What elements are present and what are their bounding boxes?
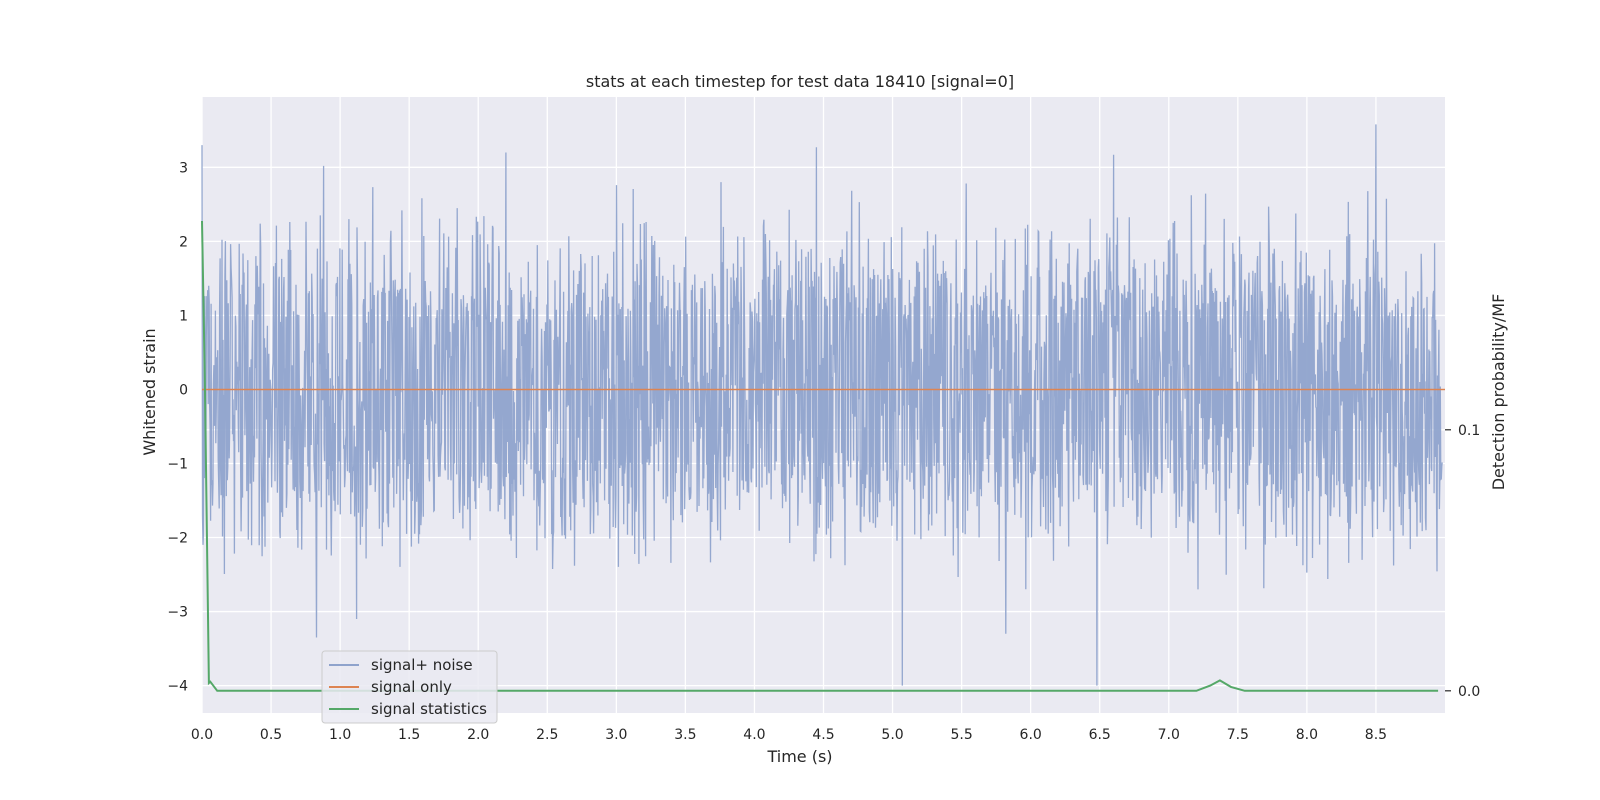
- chart-title: stats at each timestep for test data 184…: [586, 72, 1014, 91]
- x-tick-label: 0.0: [191, 727, 213, 743]
- y-tick-label: 3: [179, 160, 188, 176]
- x-tick-label: 8.0: [1296, 727, 1318, 743]
- x-tick-label: 6.0: [1020, 727, 1042, 743]
- x-tick-label: 1.5: [398, 727, 420, 743]
- legend: signal+ noise signal only signal statist…: [321, 650, 498, 724]
- series-line-signal-statistics: [201, 220, 1439, 692]
- x-tick-label: 3.5: [674, 727, 696, 743]
- x-tick-label: 1.0: [329, 727, 351, 743]
- x-tick-label: 8.5: [1365, 727, 1387, 743]
- y-tick-label: −2: [167, 531, 188, 547]
- y-tick-label: 2: [179, 234, 188, 250]
- x-tick-label: 6.5: [1089, 727, 1111, 743]
- x-tick-label: 7.0: [1158, 727, 1180, 743]
- x-tick-label: 3.0: [605, 727, 627, 743]
- x-tick-label: 5.0: [881, 727, 903, 743]
- y2-axis-label: Detection probability/MF: [1489, 294, 1508, 491]
- y2-tick-label: 0.1: [1458, 423, 1480, 439]
- y-axis-label: Whitened strain: [140, 328, 159, 455]
- y-tick-label: −1: [167, 456, 188, 472]
- y2-tick-label: 0.0: [1458, 684, 1480, 700]
- y-tick-label: −4: [167, 679, 188, 695]
- series-line-signal-plus-noise: [201, 124, 1443, 686]
- x-tick-label: 2.0: [467, 727, 489, 743]
- x-tick-label: 7.5: [1227, 727, 1249, 743]
- x-tick-label: 5.5: [950, 727, 972, 743]
- x-tick-label: 0.5: [260, 727, 282, 743]
- x-tick-label: 2.5: [536, 727, 558, 743]
- x-tick-label: 4.5: [812, 727, 834, 743]
- y-tick-label: −3: [167, 605, 188, 621]
- y-tick-label: 0: [179, 382, 188, 398]
- legend-label-statistics: signal statistics: [371, 700, 487, 718]
- y-tick-label: 1: [179, 308, 188, 324]
- x-axis-label: Time (s): [766, 747, 832, 766]
- x-tick-label: 4.0: [743, 727, 765, 743]
- legend-box: [321, 650, 498, 724]
- axes: 0.0 0.5 1.0 1.5 2.0 2.5 3.0 3.5 4.0 4.5 5.0 5.5 6.0 6…: [167, 160, 1480, 743]
- legend-label-signal-only: signal only: [371, 678, 452, 696]
- data-series: [201, 124, 1445, 692]
- legend-label-noise: signal+ noise: [371, 656, 473, 674]
